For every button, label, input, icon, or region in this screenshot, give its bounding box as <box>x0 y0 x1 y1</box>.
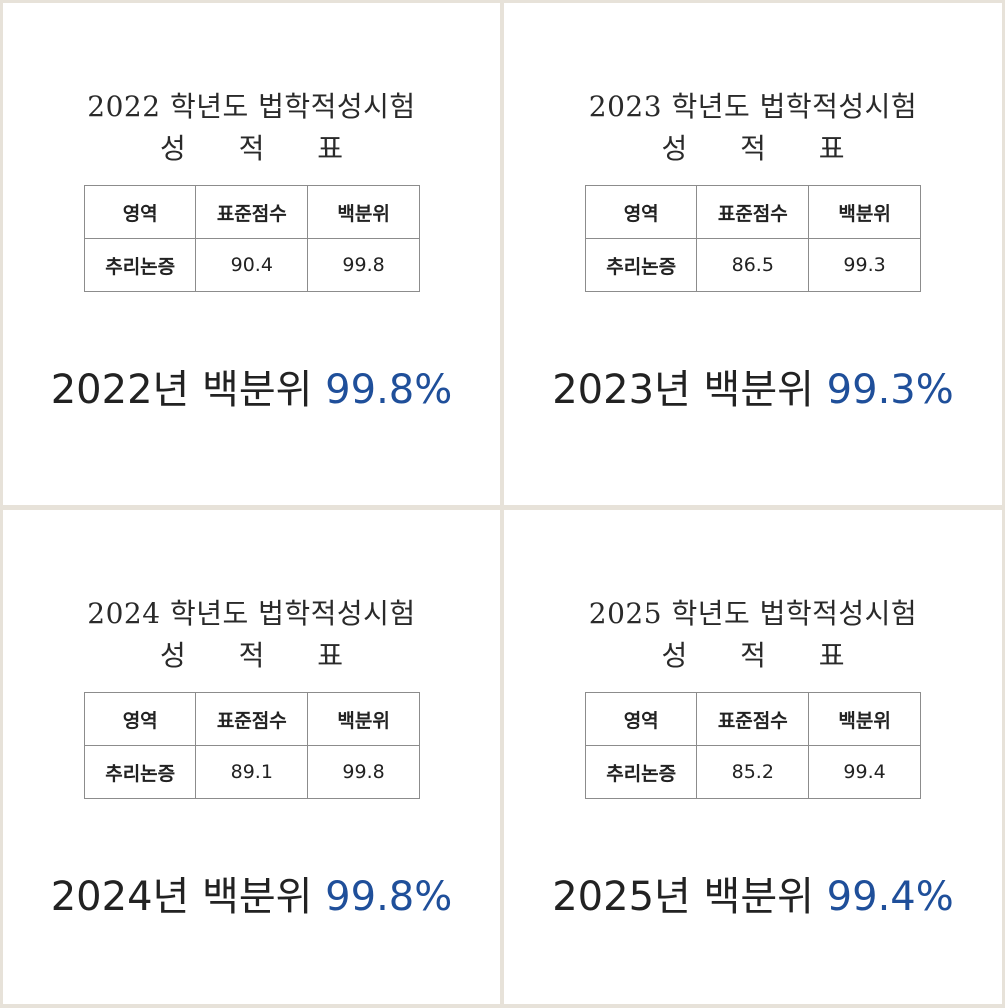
header-standard-score: 표준점수 <box>195 692 309 746</box>
card-subtitle: 성 적 표 <box>661 639 867 672</box>
score-card-2024: 2024 학년도 법학적성시험 성 적 표 영역 표준점수 백분위 추리논증 8… <box>3 510 500 1004</box>
cell-percentile: 99.4 <box>808 745 921 799</box>
card-title: 2024 학년도 법학적성시험 <box>87 597 416 630</box>
table-row: 추리논증 90.4 99.8 <box>83 238 420 292</box>
header-standard-score: 표준점수 <box>195 185 309 239</box>
cell-area: 추리논증 <box>584 238 698 292</box>
score-card-2025: 2025 학년도 법학적성시험 성 적 표 영역 표준점수 백분위 추리논증 8… <box>504 510 1002 1004</box>
result-prefix: 2024년 백분위 <box>50 874 326 920</box>
cell-standard-score: 86.5 <box>696 238 810 292</box>
cell-area: 추리논증 <box>83 745 197 799</box>
header-area: 영역 <box>83 692 197 746</box>
cell-standard-score: 85.2 <box>696 745 810 799</box>
header-area: 영역 <box>83 185 197 239</box>
header-standard-score: 표준점수 <box>696 692 810 746</box>
cell-standard-score: 89.1 <box>195 745 309 799</box>
cell-area: 추리논증 <box>584 745 698 799</box>
cell-standard-score: 90.4 <box>195 238 309 292</box>
result-line: 2024년 백분위 99.8% <box>3 870 500 924</box>
score-table: 영역 표준점수 백분위 추리논증 90.4 99.8 <box>83 185 420 292</box>
result-percentile: 99.3% <box>826 367 954 413</box>
result-prefix: 2022년 백분위 <box>50 367 326 413</box>
card-subtitle: 성 적 표 <box>159 639 366 672</box>
card-title: 2025 학년도 법학적성시험 <box>588 597 918 630</box>
result-line: 2022년 백분위 99.8% <box>3 363 500 417</box>
header-percentile: 백분위 <box>808 185 921 239</box>
result-line: 2023년 백분위 99.3% <box>504 363 1002 417</box>
table-row: 추리논증 89.1 99.8 <box>83 745 420 799</box>
cell-percentile: 99.3 <box>808 238 921 292</box>
table-header-row: 영역 표준점수 백분위 <box>584 185 921 239</box>
cell-percentile: 99.8 <box>307 745 420 799</box>
card-title: 2023 학년도 법학적성시험 <box>588 90 918 123</box>
header-percentile: 백분위 <box>307 692 420 746</box>
cell-percentile: 99.8 <box>307 238 420 292</box>
score-card-2022: 2022 학년도 법학적성시험 성 적 표 영역 표준점수 백분위 추리논증 9… <box>3 3 500 505</box>
result-prefix: 2023년 백분위 <box>552 367 827 413</box>
score-table: 영역 표준점수 백분위 추리논증 89.1 99.8 <box>83 692 420 799</box>
header-standard-score: 표준점수 <box>696 185 810 239</box>
result-line: 2025년 백분위 99.4% <box>504 870 1002 924</box>
score-table: 영역 표준점수 백분위 추리논증 86.5 99.3 <box>584 185 921 292</box>
score-card-2023: 2023 학년도 법학적성시험 성 적 표 영역 표준점수 백분위 추리논증 8… <box>504 3 1002 505</box>
header-area: 영역 <box>584 692 698 746</box>
result-prefix: 2025년 백분위 <box>552 874 827 920</box>
header-percentile: 백분위 <box>808 692 921 746</box>
score-table: 영역 표준점수 백분위 추리논증 85.2 99.4 <box>584 692 921 799</box>
result-percentile: 99.8% <box>325 874 453 920</box>
table-row: 추리논증 85.2 99.4 <box>584 745 921 799</box>
table-header-row: 영역 표준점수 백분위 <box>83 185 420 239</box>
card-title: 2022 학년도 법학적성시험 <box>87 90 416 123</box>
header-percentile: 백분위 <box>307 185 420 239</box>
result-percentile: 99.4% <box>826 874 954 920</box>
table-header-row: 영역 표준점수 백분위 <box>584 692 921 746</box>
table-row: 추리논증 86.5 99.3 <box>584 238 921 292</box>
cell-area: 추리논증 <box>83 238 197 292</box>
header-area: 영역 <box>584 185 698 239</box>
result-percentile: 99.8% <box>325 367 453 413</box>
card-subtitle: 성 적 표 <box>661 132 867 165</box>
table-header-row: 영역 표준점수 백분위 <box>83 692 420 746</box>
card-subtitle: 성 적 표 <box>159 132 366 165</box>
